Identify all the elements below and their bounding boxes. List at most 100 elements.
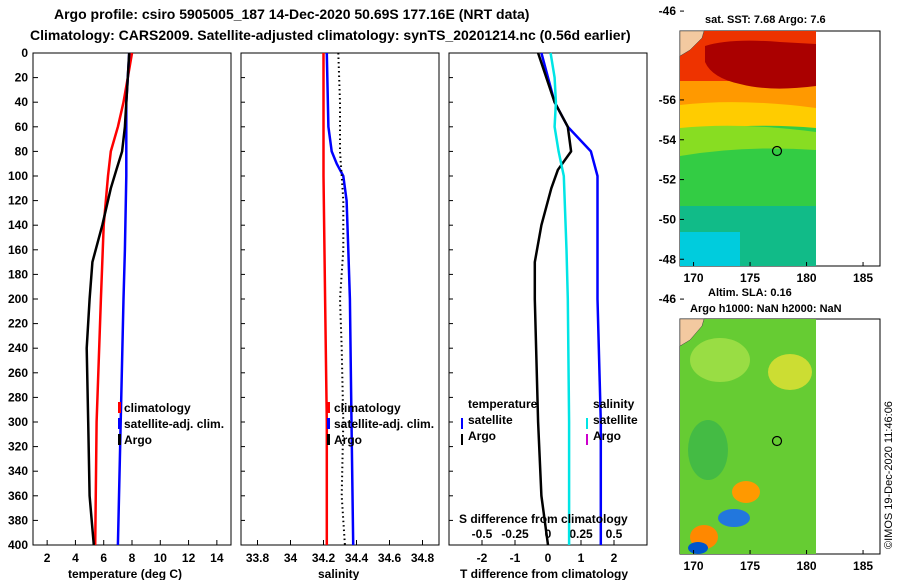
sst-argo-marker xyxy=(771,145,783,157)
map-y-tick-label: -46 xyxy=(659,292,677,306)
difference-top-ticks: -0.5 -0.25 0 0.25 0.5 xyxy=(472,527,623,541)
x-tick-label: 34.2 xyxy=(312,551,336,565)
map-y-tick-label: -48 xyxy=(659,252,677,266)
salinity-x-label: salinity xyxy=(318,567,360,580)
y-tick-label: 80 xyxy=(15,144,29,158)
sla-map-subtitle: Argo h1000: NaN h2000: NaN xyxy=(690,303,842,315)
difference-top-label: S difference from climatology xyxy=(459,512,628,526)
x-tick-label: -1 xyxy=(510,551,521,565)
sst-coastline xyxy=(679,30,705,57)
y-tick-label: 400 xyxy=(8,538,28,552)
sst-max-region xyxy=(705,40,816,89)
difference-axes-frame xyxy=(448,52,648,546)
sst-y-ticks: -46-48-50-52-54-56 xyxy=(659,4,684,18)
map-x-tick-label: 180 xyxy=(797,271,817,285)
legend-marker-argo-sal xyxy=(327,434,330,445)
y-tick-label: 320 xyxy=(8,440,28,454)
map-y-tick-label: -54 xyxy=(659,133,677,147)
y-tick-label: 220 xyxy=(8,317,28,331)
series-line-satellite-adj-clim- xyxy=(325,52,355,546)
legend-marker-climatology-sal xyxy=(327,402,330,413)
legend-argo-sal: Argo xyxy=(334,433,362,447)
sla-anomaly-a xyxy=(690,338,750,382)
top-tick-label: -0.5 xyxy=(472,527,493,541)
sla-y-ticks: -46 -48 -50 -52 -54 -56 xyxy=(659,93,684,306)
sla-anomaly-b xyxy=(768,354,812,390)
x-tick-label: 34.8 xyxy=(411,551,435,565)
y-tick-label: 300 xyxy=(8,415,28,429)
sst-front-yellow xyxy=(680,102,816,132)
x-tick-label: 34.4 xyxy=(345,551,369,565)
x-tick-label: 4 xyxy=(72,551,79,565)
y-tick-label: 140 xyxy=(8,218,28,232)
top-tick-label: -0.25 xyxy=(501,527,529,541)
legend-s-satellite: satellite xyxy=(593,413,638,427)
legend-t-satellite: satellite xyxy=(468,413,513,427)
legend-marker-argo xyxy=(118,434,121,445)
y-tick-label: 180 xyxy=(8,267,28,281)
y-tick-label: 280 xyxy=(8,390,28,404)
sla-anomaly-g xyxy=(688,542,708,554)
map-y-tick-label: -56 xyxy=(659,93,677,107)
map-x-tick-label: 185 xyxy=(853,271,873,285)
series-line-climatology xyxy=(93,52,134,546)
legend-satellite-adj-sal: satellite-adj. clim. xyxy=(334,417,434,431)
salinity-lines xyxy=(322,52,355,546)
y-tick-label: 0 xyxy=(21,46,28,60)
x-tick-label: 14 xyxy=(210,551,224,565)
map-y-tick-label: -52 xyxy=(659,173,677,187)
salinity-axes-frame xyxy=(240,52,440,546)
map-x-tick-label: 175 xyxy=(740,271,760,285)
difference-x-ticks: -2 -1 0 1 2 xyxy=(449,52,618,565)
sst-front-lime xyxy=(680,125,816,156)
top-tick-label: 0 xyxy=(545,527,552,541)
sla-coastline xyxy=(679,318,705,347)
copyright-stamp: ©IMOS 19-Dec-2020 11:46:06 xyxy=(883,401,895,549)
x-tick-label: 0 xyxy=(545,551,552,565)
y-tick-label: 260 xyxy=(8,366,28,380)
legend-marker-s-argo xyxy=(586,434,588,445)
difference-panel: -2 -1 0 1 2 -0.5 -0.25 0 0.25 0.5 T difference f… xyxy=(448,52,648,580)
sla-anomaly-d xyxy=(732,481,760,503)
sla-map-title: Altim. SLA: 0.16 xyxy=(708,287,792,299)
map-x-tick-label: 175 xyxy=(740,559,760,573)
y-tick-label: 340 xyxy=(8,464,28,478)
x-tick-label: 12 xyxy=(182,551,196,565)
x-tick-label: 33.8 xyxy=(246,551,270,565)
map-y-tick-label: -50 xyxy=(659,212,677,226)
sst-map-title: sat. SST: 7.68 Argo: 7.6 xyxy=(705,14,826,26)
temperature-lines xyxy=(85,52,134,546)
y-tick-label: 40 xyxy=(15,95,29,109)
series-line-salinity-satellite xyxy=(549,52,571,545)
legend-s-argo: Argo xyxy=(593,429,621,443)
legend-salinity-head: salinity xyxy=(593,397,635,411)
x-tick-label: 34 xyxy=(284,551,298,565)
legend-climatology-sal: climatology xyxy=(334,401,401,415)
sla-anomaly-e xyxy=(718,509,750,527)
difference-lines xyxy=(533,52,603,546)
series-line-climatology xyxy=(322,53,329,545)
series-line-temperature-argo xyxy=(533,52,573,546)
temperature-x-ticks: 2 4 6 8 10 12 14 xyxy=(44,540,224,565)
x-tick-label: 2 xyxy=(44,551,51,565)
x-tick-label: 6 xyxy=(100,551,107,565)
legend-climatology: climatology xyxy=(124,401,191,415)
sla-argo-marker xyxy=(771,435,783,447)
legend-temperature-head: temperature xyxy=(468,397,538,411)
y-tick-label: 60 xyxy=(15,120,29,134)
depth-ticks: 0 20 40 60 80 100 120 140 160 180 200 220 240 260 280 3… xyxy=(8,46,38,552)
legend-argo: Argo xyxy=(124,433,152,447)
top-tick-label: 0.5 xyxy=(606,527,623,541)
temperature-panel: 0 20 40 60 80 100 120 140 160 180 200 220 240 260 280 3… xyxy=(8,46,232,580)
difference-x-label: T difference from climatology xyxy=(460,567,628,580)
sst-map: sat. SST: 7.68 Argo: 7.6 170 175 180 185 -4… xyxy=(659,4,881,285)
series-line-argo xyxy=(337,52,346,546)
x-tick-label: 1 xyxy=(578,551,585,565)
legend-marker-satellite-sal xyxy=(327,418,330,429)
legend-marker-t-satellite xyxy=(461,418,463,429)
salinity-x-ticks: 33.8 34 34.2 34.4 34.6 34.8 xyxy=(241,52,435,565)
sla-anomaly-c xyxy=(688,420,728,480)
x-tick-label: -2 xyxy=(477,551,488,565)
y-tick-label: 120 xyxy=(8,194,28,208)
